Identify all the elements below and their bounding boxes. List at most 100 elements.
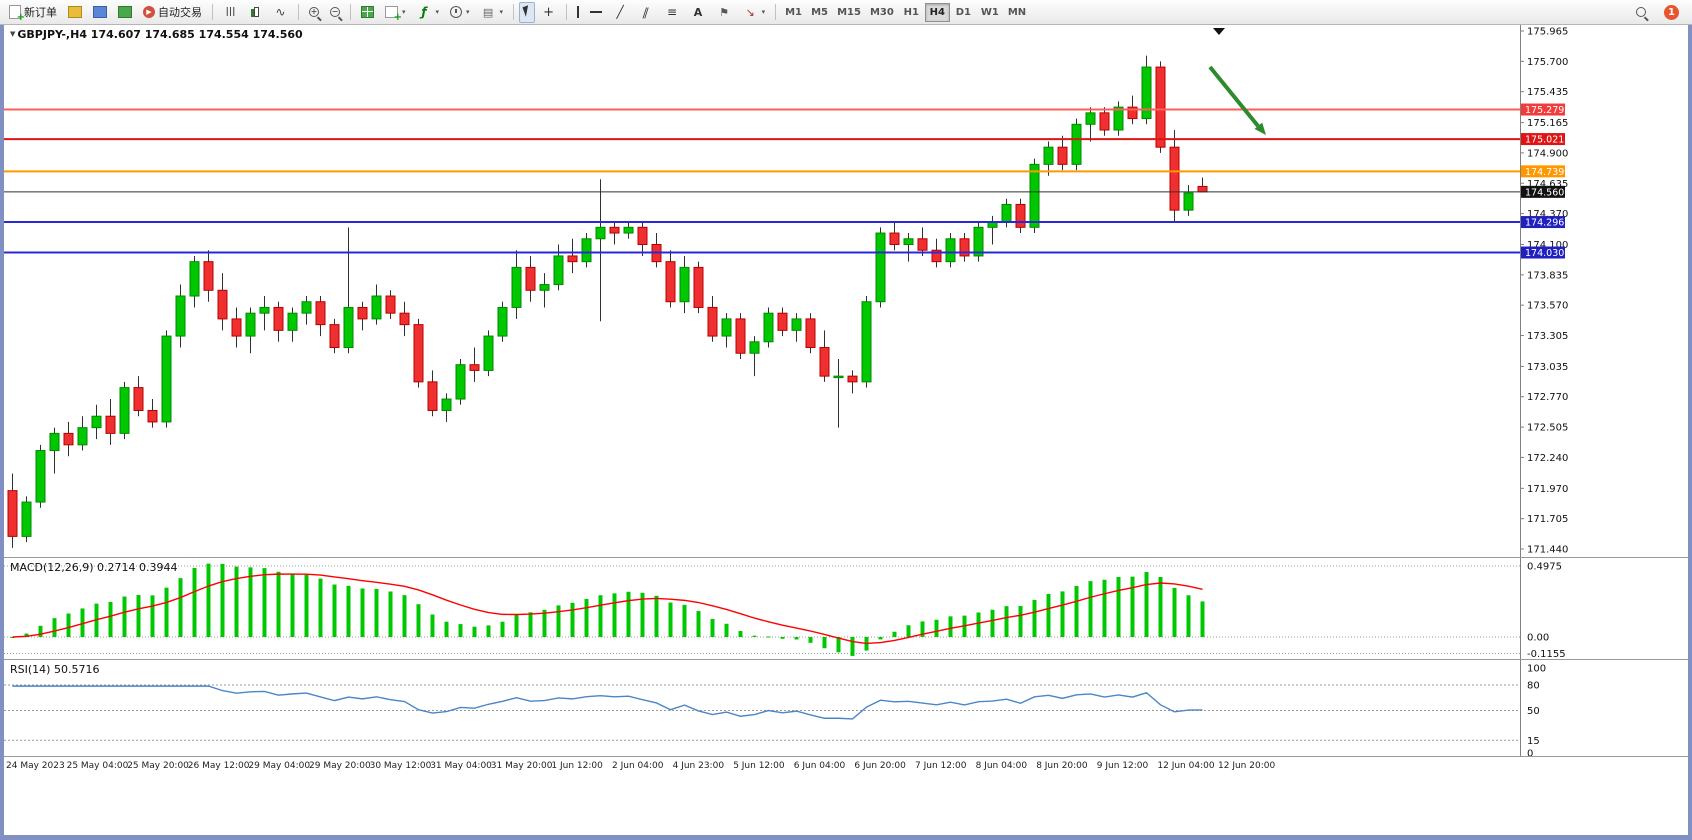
time-axis-label: 30 May 12:00 (369, 761, 432, 771)
periods-icon (450, 6, 463, 18)
horizontal-line-button[interactable] (585, 2, 607, 23)
navigator-icon (118, 6, 132, 18)
search-button[interactable] (1631, 2, 1651, 23)
text-icon (691, 5, 706, 19)
notifications-button[interactable]: 1 (1659, 2, 1684, 23)
periods-button[interactable]: ▾ (445, 2, 475, 23)
price-tick: 175.700 (1527, 57, 1568, 68)
macd-pane[interactable]: MACD(12,26,9) 0.2714 0.3944 0.4975 0.00 -0… (4, 557, 1688, 659)
tile-windows-button[interactable] (356, 2, 379, 23)
arrows-button[interactable]: ▾ (738, 2, 771, 23)
tf-m5-button[interactable]: M5 (807, 3, 832, 22)
new-order-button[interactable]: 新订单 (4, 2, 62, 23)
trendline-button[interactable] (608, 2, 633, 23)
dropdown-arrow-icon: ▾ (499, 8, 504, 16)
price-tick: 175.965 (1527, 27, 1568, 38)
time-axis-label: 25 May 04:00 (66, 761, 129, 771)
indicators-button[interactable]: ▾ (412, 2, 445, 23)
fibonacci-button[interactable] (660, 2, 685, 23)
tf-h4-button[interactable]: H4 (924, 2, 950, 22)
candlestick-chart[interactable]: 175.965 175.700 175.435 175.165 174.900 174.6… (4, 25, 1688, 557)
tf-mn-button[interactable]: MN (1004, 3, 1030, 22)
macd-signal-value: 0.3944 (139, 561, 178, 574)
svg-text:174.030: 174.030 (1525, 248, 1564, 259)
toolbar: 新订单 自动交易 ▾ ▾ ▾ ▾ ▾ M1 M5 M15 M30 H1 H4 D1 W1 MN 1 (0, 0, 1692, 25)
new-chart-button[interactable]: ▾ (380, 2, 411, 23)
crosshair-icon (541, 5, 556, 19)
price-tick: 174.635 (1527, 179, 1568, 190)
price-tick: 171.440 (1527, 545, 1568, 556)
price-tick: 174.900 (1527, 148, 1568, 159)
toolbar-separator (212, 4, 213, 20)
tf-d1-label: D1 (955, 6, 971, 18)
price-tick: 172.240 (1527, 453, 1568, 464)
profiles-icon (68, 6, 82, 18)
macd-main-value: 0.2714 (97, 561, 136, 574)
price-tick: 173.835 (1527, 270, 1568, 281)
tf-h1-label: H1 (903, 6, 919, 18)
market-watch-button[interactable] (88, 2, 112, 23)
cursor-button[interactable] (519, 1, 536, 23)
candles (7, 55, 1208, 548)
text-button[interactable] (686, 2, 711, 23)
new-order-icon (9, 5, 25, 23)
fibonacci-icon (665, 5, 680, 19)
tf-h1-button[interactable]: H1 (899, 3, 924, 22)
price-tick: 171.705 (1527, 514, 1568, 525)
price-tag-174.560: 174.560 (1521, 185, 1565, 198)
zoom-out-button[interactable] (325, 2, 345, 23)
rsi-pane[interactable]: RSI(14) 50.5716 100 80 50 15 0 (4, 659, 1688, 756)
chart-window: ▼ GBPJPY-,H4 174.607 174.685 174.554 174.… (0, 25, 1692, 840)
annotation-arrow[interactable] (1208, 65, 1266, 135)
autotrading-button[interactable]: 自动交易 (138, 2, 207, 23)
price-tag-174.739: 174.739 (1521, 165, 1565, 178)
time-axis[interactable]: 24 May 2023 25 May 04:00 25 May 20:00 26 Ma… (4, 756, 1688, 778)
rsi-line (12, 685, 1203, 720)
candlestick-chart-button[interactable] (244, 2, 267, 23)
new-order-label: 新订单 (24, 6, 57, 19)
rsi-tick: 0 (1527, 749, 1533, 757)
tf-d1-button[interactable]: D1 (951, 3, 976, 22)
svg-text:174.296: 174.296 (1525, 218, 1564, 229)
macd-chart[interactable]: 0.4975 0.00 -0.1155 (4, 558, 1688, 659)
rsi-chart[interactable]: 100 80 50 15 0 (4, 660, 1688, 756)
time-axis-label: 12 Jun 20:00 (1218, 761, 1276, 771)
symbol-dropdown-icon[interactable]: ▼ (10, 30, 16, 38)
tf-m30-button[interactable]: M30 (866, 3, 898, 22)
vertical-line-button[interactable] (572, 2, 584, 23)
tf-m1-button[interactable]: M1 (781, 3, 806, 22)
bar-chart-button[interactable] (218, 2, 243, 23)
tile-windows-icon (361, 6, 374, 18)
crosshair-button[interactable] (536, 2, 561, 23)
time-axis-label: 6 Jun 20:00 (854, 761, 906, 771)
zoom-out-icon (330, 7, 340, 17)
macd-name: MACD(12,26,9) (10, 561, 94, 574)
chart-shift-marker[interactable] (1213, 28, 1225, 35)
symbol-label: ▼ GBPJPY-,H4 174.607 174.685 174.554 174.… (10, 28, 303, 41)
tf-m15-button[interactable]: M15 (833, 3, 865, 22)
price-tick: 174.100 (1527, 240, 1568, 251)
navigator-button[interactable] (113, 2, 137, 23)
time-axis-label: 24 May 2023 (6, 761, 65, 771)
toolbar-right: 1 (1631, 2, 1688, 23)
svg-text:174.739: 174.739 (1525, 167, 1564, 178)
price-tick: 171.970 (1527, 484, 1568, 495)
text-label-button[interactable] (712, 2, 737, 23)
rsi-tick: 15 (1527, 736, 1540, 747)
zoom-in-button[interactable] (304, 2, 324, 23)
profiles-button[interactable] (63, 2, 87, 23)
tf-w1-button[interactable]: W1 (977, 3, 1003, 22)
equidistant-channel-button[interactable] (634, 2, 659, 23)
toolbar-separator (566, 4, 568, 20)
price-tick: 174.370 (1527, 209, 1568, 220)
price-tick: 173.035 (1527, 362, 1568, 373)
label-icon (717, 5, 732, 19)
price-tag-174.030: 174.030 (1521, 246, 1565, 259)
line-chart-button[interactable] (268, 2, 293, 23)
time-axis-label: 25 May 20:00 (127, 761, 189, 771)
autotrading-label: 自动交易 (158, 6, 202, 19)
time-axis-label: 26 May 12:00 (187, 761, 250, 771)
main-chart-pane[interactable]: ▼ GBPJPY-,H4 174.607 174.685 174.554 174.… (4, 25, 1688, 557)
templates-button[interactable]: ▾ (476, 2, 509, 23)
